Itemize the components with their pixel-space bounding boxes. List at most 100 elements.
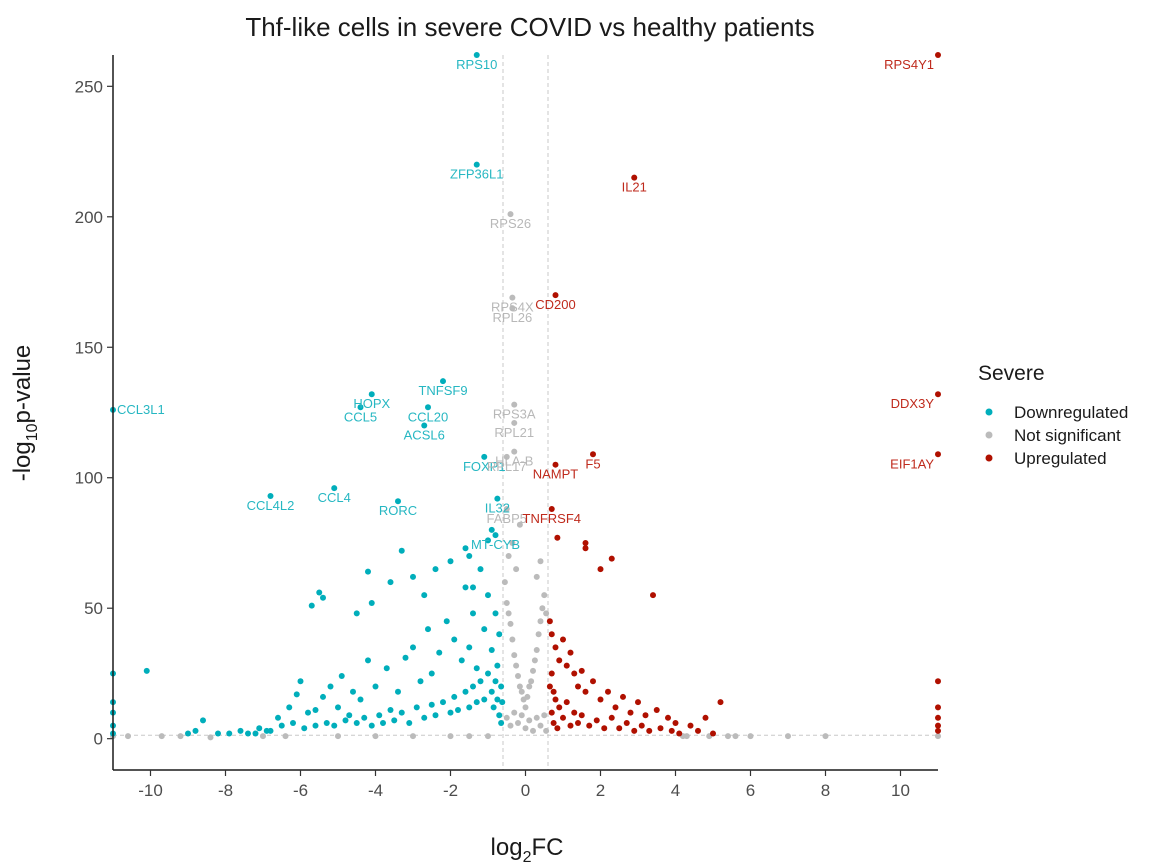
point-downregulated <box>499 699 506 706</box>
point-upregulated <box>582 688 589 695</box>
point-downregulated <box>473 699 480 706</box>
gene-label-ccl5: CCL5 <box>344 409 377 424</box>
point-downregulated <box>297 678 304 685</box>
x-axis-title-base: log <box>491 834 523 861</box>
point-not-significant <box>725 733 731 740</box>
point-upregulated <box>560 636 566 643</box>
point-rps3a <box>511 401 518 408</box>
point-upregulated <box>567 722 574 729</box>
point-downregulated <box>353 610 360 617</box>
point-upregulated <box>646 727 653 734</box>
point-hopx <box>368 391 375 398</box>
point-downregulated <box>494 662 501 669</box>
point-downregulated <box>413 704 420 711</box>
point-downregulated <box>312 706 319 713</box>
point-downregulated <box>417 678 424 685</box>
point-upregulated <box>702 714 709 721</box>
chart-title: Thf-like cells in severe COVID vs health… <box>245 12 814 42</box>
gene-label-ccl20: CCL20 <box>408 409 448 424</box>
x-tick-label: -8 <box>218 781 233 800</box>
point-downregulated <box>327 683 334 690</box>
point-not-significant <box>511 652 518 659</box>
gene-label-tnfsf9: TNFSF9 <box>418 383 467 398</box>
point-downregulated <box>428 670 435 677</box>
point-downregulated <box>305 709 311 716</box>
x-axis-title-sub: 2 <box>523 849 532 866</box>
point-fabp5 <box>503 506 510 513</box>
point-upregulated <box>657 725 664 732</box>
point-downregulated <box>256 725 263 732</box>
point-not-significant <box>501 579 508 586</box>
legend-label-not-significant: Not significant <box>1014 426 1121 445</box>
point-downregulated <box>485 537 491 544</box>
point-not-significant <box>785 733 791 740</box>
point-upregulated <box>550 720 557 727</box>
point-downregulated <box>421 592 428 599</box>
point-downregulated <box>451 693 458 700</box>
point-downregulated <box>432 712 439 719</box>
point-acsl6 <box>421 422 428 429</box>
point-upregulated <box>650 592 656 599</box>
point-upregulated <box>653 706 660 713</box>
point-ccl20 <box>425 404 431 411</box>
point-downregulated <box>410 644 416 651</box>
gene-label-rpl26: RPL26 <box>493 310 533 325</box>
gene-label-il32: IL32 <box>485 501 510 516</box>
gene-label-cd200: CD200 <box>535 297 575 312</box>
point-downregulated <box>470 584 476 591</box>
point-downregulated <box>275 714 281 721</box>
point-downregulated <box>410 573 416 580</box>
point-downregulated <box>263 727 270 734</box>
point-not-significant <box>507 620 514 627</box>
legend-key-not-significant <box>985 431 993 439</box>
point-downregulated <box>331 722 338 729</box>
point-upregulated <box>582 539 589 546</box>
point-downregulated <box>391 717 398 724</box>
point-downregulated <box>368 722 375 729</box>
point-rps4y1 <box>935 52 941 58</box>
point-not-significant <box>177 733 184 740</box>
point-not-significant <box>515 720 521 727</box>
point-upregulated <box>635 699 641 706</box>
point-not-significant <box>528 678 535 685</box>
point-upregulated <box>695 727 701 734</box>
gene-label-zfp36l1: ZFP36L1 <box>450 167 503 182</box>
point-ddx3y <box>935 391 941 398</box>
point-downregulated <box>485 670 491 677</box>
gene-label-eif1ay: EIF1AY <box>890 456 934 471</box>
point-f5 <box>590 451 596 458</box>
gene-label-rpl21: RPL21 <box>494 425 534 440</box>
point-downregulated <box>226 730 233 737</box>
point-not-significant <box>539 605 546 612</box>
point-downregulated <box>492 678 499 685</box>
point-downregulated <box>496 712 503 719</box>
point-upregulated <box>616 725 623 732</box>
gene-labels: RPS10 ZFP36L1 TNFSF9 CCL5 CCL20 HOPX CCL3L1 ACS… <box>117 57 934 552</box>
point-upregulated <box>605 688 611 695</box>
point-not-significant <box>503 714 510 721</box>
x-tick-label: -6 <box>293 781 308 800</box>
point-ccl5 <box>357 404 364 411</box>
point-downregulated <box>490 704 497 711</box>
point-not-significant <box>125 733 131 740</box>
y-axis-title-tail: p-value <box>9 345 36 424</box>
gene-label-tnfrsf4: TNFRSF4 <box>523 511 582 526</box>
point-upregulated <box>582 545 589 552</box>
point-not-significant <box>513 566 520 573</box>
y-axis-ticks: 0 50 100 150 200 250 <box>75 77 113 749</box>
point-downregulated <box>466 553 473 560</box>
point-downregulated <box>488 526 495 533</box>
point-not-significant <box>447 733 454 740</box>
point-upregulated <box>556 704 563 711</box>
point-downregulated <box>357 696 364 703</box>
gene-label-il21: IL21 <box>622 180 647 195</box>
x-tick-label: 2 <box>596 781 605 800</box>
point-not-significant <box>732 733 739 740</box>
point-upregulated <box>668 727 675 734</box>
point-upregulated <box>710 730 716 737</box>
x-tick-label: -10 <box>138 781 163 800</box>
point-upregulated <box>676 730 683 737</box>
gene-label-rorc: RORC <box>379 503 417 518</box>
point-not-significant <box>541 592 548 599</box>
gene-label-fabp5: FABP5 <box>487 511 527 526</box>
